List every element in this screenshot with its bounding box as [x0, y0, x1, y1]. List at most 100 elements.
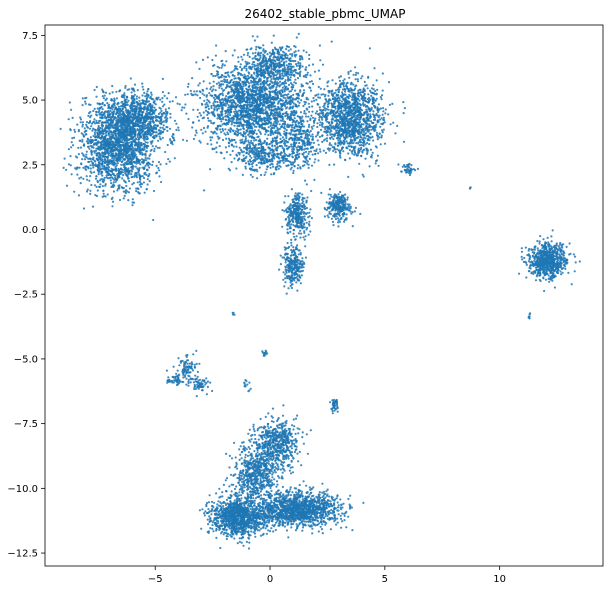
scatter-point [165, 162, 168, 165]
scatter-point [135, 187, 138, 190]
scatter-point [236, 116, 239, 120]
scatter-point [101, 184, 104, 188]
scatter-point [263, 51, 266, 54]
scatter-point [259, 89, 262, 92]
scatter-point [311, 82, 315, 85]
scatter-point [251, 63, 254, 66]
scatter-point [161, 112, 164, 115]
scatter-point [271, 97, 274, 100]
scatter-point [120, 186, 123, 189]
scatter-point [94, 135, 97, 138]
scatter-point [260, 101, 263, 105]
scatter-point [279, 112, 282, 115]
scatter-point [138, 176, 141, 179]
scatter-point [128, 119, 131, 122]
scatter-point [251, 76, 254, 79]
scatter-point [247, 93, 250, 96]
scatter-point [287, 49, 290, 52]
scatter-point [119, 167, 123, 170]
scatter-point [218, 98, 221, 102]
scatter-point [264, 98, 268, 101]
scatter-point [81, 140, 84, 143]
scatter-point [96, 107, 99, 110]
scatter-point [130, 115, 133, 119]
scatter-point [151, 130, 154, 133]
scatter-point [272, 68, 275, 71]
scatter-point [92, 143, 95, 146]
scatter-point [100, 113, 103, 117]
scatter-point [95, 194, 99, 198]
scatter-point [90, 160, 93, 163]
scatter-point [243, 65, 246, 68]
scatter-point [136, 135, 139, 138]
scatter-point [283, 70, 286, 73]
scatter-point [217, 124, 220, 127]
scatter-point [81, 138, 84, 141]
scatter-point [96, 152, 99, 155]
scatter-point [278, 123, 281, 126]
scatter-point [286, 54, 289, 57]
scatter-point [128, 187, 131, 190]
scatter-point [164, 150, 167, 154]
scatter-point [269, 121, 272, 124]
scatter-point [286, 71, 289, 74]
scatter-point [135, 141, 138, 144]
scatter-point [128, 180, 131, 183]
scatter-point [219, 128, 222, 131]
scatter-point [127, 167, 130, 170]
scatter-point [284, 127, 287, 130]
scatter-point [218, 84, 221, 87]
scatter-point [73, 136, 76, 139]
scatter-point [250, 67, 253, 71]
scatter-point [205, 87, 208, 90]
scatter-point [253, 72, 256, 75]
scatter-point [113, 178, 116, 181]
scatter-point [277, 51, 281, 54]
scatter-point [95, 185, 98, 188]
scatter-point [133, 175, 136, 178]
scatter-point [69, 155, 72, 158]
scatter-point [163, 94, 166, 97]
scatter-point [95, 157, 98, 160]
scatter-point [273, 81, 276, 84]
scatter-point [91, 145, 94, 148]
scatter-point [220, 66, 223, 69]
scatter-point [255, 48, 258, 51]
scatter-point [71, 116, 74, 119]
scatter-point [82, 144, 85, 147]
scatter-point [146, 178, 149, 181]
scatter-point [191, 94, 194, 97]
scatter-point [84, 97, 87, 100]
scatter-point [285, 48, 288, 51]
scatter-point [209, 94, 212, 97]
scatter-point [102, 132, 105, 135]
scatter-point [159, 131, 162, 134]
scatter-point [96, 102, 99, 105]
scatter-point [245, 87, 248, 90]
scatter-point [239, 139, 242, 142]
scatter-point [117, 109, 120, 112]
scatter-point [215, 95, 218, 99]
scatter-point [219, 103, 223, 106]
scatter-point [248, 115, 251, 118]
scatter-point [82, 166, 85, 169]
scatter-point [227, 118, 230, 122]
scatter-point [126, 101, 129, 104]
scatter-point [228, 169, 232, 172]
scatter-point [241, 114, 244, 117]
scatter-point [264, 112, 267, 115]
scatter-point [166, 129, 169, 132]
scatter-point [135, 95, 139, 98]
scatter-point [101, 117, 104, 120]
scatter-point [220, 60, 223, 63]
scatter-point [206, 56, 209, 59]
scatter-point [281, 46, 284, 49]
scatter-point [102, 144, 105, 147]
scatter-point [157, 161, 161, 164]
scatter-point [104, 161, 108, 164]
scatter-point [256, 35, 259, 38]
scatter-point [288, 78, 291, 81]
scatter-point [112, 134, 115, 137]
scatter-point [270, 66, 273, 69]
scatter-point [122, 174, 125, 177]
